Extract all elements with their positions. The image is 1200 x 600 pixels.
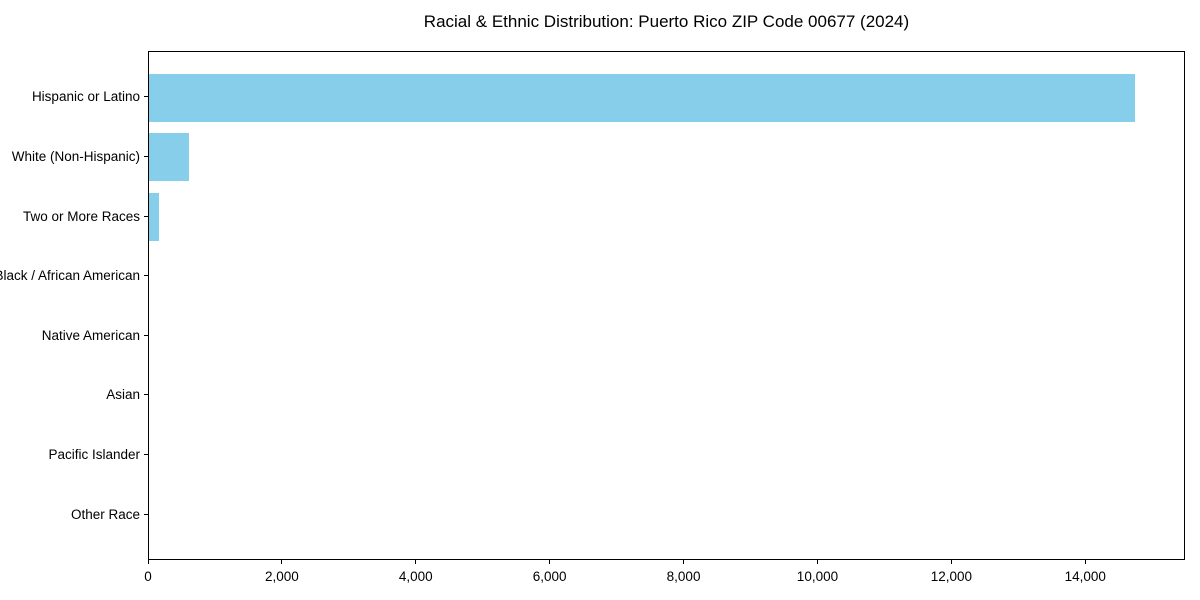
x-tick-mark: [549, 560, 551, 564]
chart-title: Racial & Ethnic Distribution: Puerto Ric…: [423, 12, 910, 31]
bar-row: [149, 306, 1184, 366]
bar-row: [149, 426, 1184, 486]
y-tick-label: Asian: [106, 387, 140, 403]
x-axis: 0 2,000 4,000 6,000 8,000 10,000 12,000 14,000: [144, 560, 1185, 590]
x-tick-label: 6,000: [532, 569, 567, 584]
y-tick-mark: [144, 155, 148, 157]
y-tick-mark: [144, 275, 148, 277]
y-tick-label: Black / African American: [0, 268, 140, 284]
bar-row: [149, 247, 1184, 307]
y-label-row: Hispanic or Latino: [0, 67, 148, 127]
x-tick-mark: [281, 560, 283, 564]
y-label-row: Black / African American: [0, 246, 148, 306]
x-tick-mark: [950, 560, 952, 564]
y-axis: Hispanic or Latino White (Non-Hispanic) Tw…: [0, 51, 148, 560]
y-tick-label: White (Non-Hispanic): [11, 148, 140, 164]
x-tick-label: 12,000: [930, 569, 972, 584]
bar-row: [149, 128, 1184, 188]
y-tick-label: Other Race: [70, 506, 140, 522]
y-tick-mark: [144, 513, 148, 515]
bar: [149, 73, 1135, 122]
plot-area: [148, 51, 1185, 560]
x-tick-mark: [1084, 560, 1086, 564]
y-tick-mark: [144, 215, 148, 217]
y-label-row: Other Race: [0, 484, 148, 544]
x-tick-mark: [415, 560, 417, 564]
y-label-row: White (Non-Hispanic): [0, 127, 148, 187]
bar: [149, 193, 160, 242]
y-tick-mark: [144, 394, 148, 396]
x-tick-label: 8,000: [666, 569, 701, 584]
x-tick-label: 14,000: [1064, 569, 1106, 584]
bar-row: [149, 187, 1184, 247]
y-tick-label: Hispanic or Latino: [31, 89, 140, 105]
x-tick-mark: [683, 560, 685, 564]
x-tick-label: 0: [144, 569, 152, 584]
bars-container: [149, 52, 1184, 559]
bar: [149, 133, 190, 182]
y-label-row: Two or More Races: [0, 186, 148, 246]
y-label-row: Asian: [0, 365, 148, 425]
x-tick-mark: [816, 560, 818, 564]
y-tick-label: Native American: [41, 327, 140, 343]
x-tick-label: 10,000: [796, 569, 839, 584]
y-label-row: Pacific Islander: [0, 425, 148, 485]
bar-row: [149, 68, 1184, 128]
bar-row: [149, 485, 1184, 545]
x-tick-mark: [147, 560, 149, 564]
y-tick-mark: [144, 334, 148, 336]
bar-row: [149, 366, 1184, 426]
y-tick-label: Two or More Races: [22, 208, 140, 224]
x-tick-label: 4,000: [398, 569, 433, 584]
y-label-row: Native American: [0, 305, 148, 365]
x-tick-label: 2,000: [264, 569, 299, 584]
y-tick-mark: [144, 96, 148, 98]
y-tick-label: Pacific Islander: [48, 446, 140, 462]
y-tick-mark: [144, 453, 148, 455]
